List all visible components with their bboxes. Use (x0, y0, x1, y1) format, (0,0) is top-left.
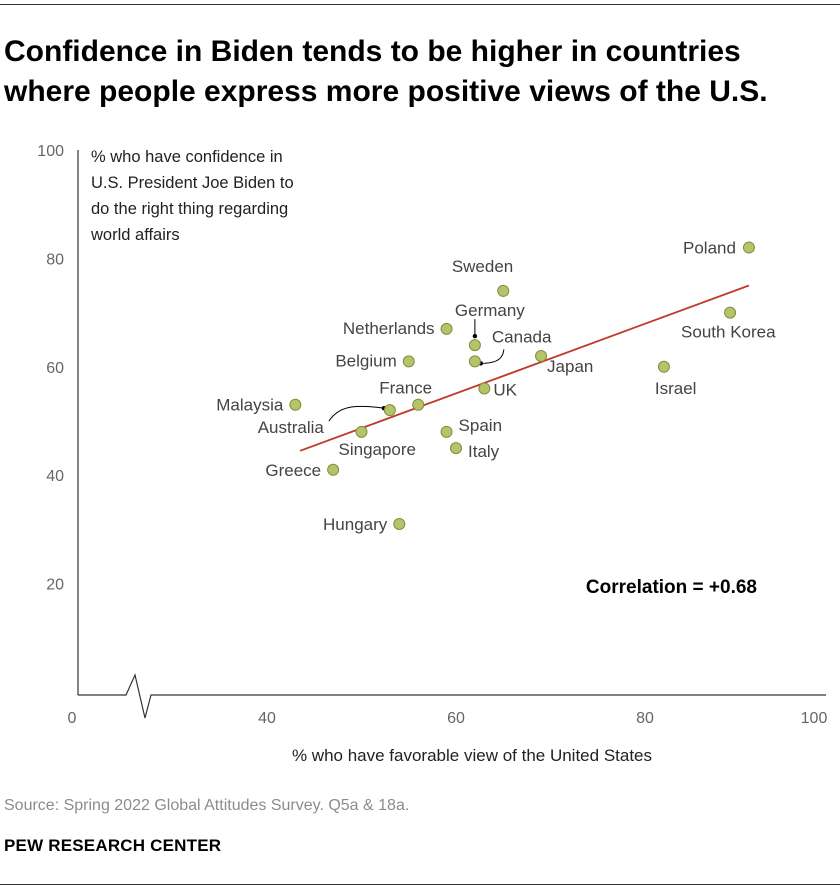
y-tick-label: 100 (37, 143, 64, 160)
canada-leader-line (480, 349, 505, 364)
y-tick-label: 60 (46, 360, 64, 377)
point-label: Netherlands (343, 319, 435, 338)
x-tick-label: 0 (68, 710, 77, 727)
point-south-korea (724, 306, 737, 319)
point-france (412, 398, 425, 411)
y-tick-label: 40 (46, 468, 64, 485)
point-label: Australia (258, 418, 325, 437)
point-label: UK (493, 380, 517, 399)
point-israel (657, 360, 670, 373)
x-tick-label: 40 (258, 710, 276, 727)
y-axis-label-line: world affairs (90, 226, 180, 244)
point-italy (450, 442, 462, 455)
leader-dot (472, 333, 478, 339)
point-label: Canada (492, 327, 552, 346)
point-label: Spain (459, 416, 502, 435)
top-rule (0, 4, 840, 5)
point-label: Belgium (335, 351, 396, 370)
data-points (289, 241, 755, 530)
point-label: Israel (655, 379, 697, 398)
y-tick-label: 80 (46, 251, 64, 268)
point-label: Hungary (323, 515, 388, 534)
point-label: Poland (683, 239, 736, 258)
point-labels: Poland Sweden South Korea Netherlands German… (216, 239, 776, 534)
point-label: Germany (455, 301, 525, 320)
y-tick-label: 20 (46, 577, 64, 594)
point-greece (327, 463, 340, 476)
point-label: Italy (468, 442, 500, 461)
trend-line (299, 284, 750, 452)
y-axis-label-line: % who have confidence in (91, 148, 283, 166)
y-axis-label: % who have confidence in U.S. President J… (90, 148, 294, 244)
point-label: South Korea (681, 323, 776, 342)
point-sweden (497, 284, 510, 297)
chart-title: Confidence in Biden tends to be higher i… (4, 35, 768, 108)
australia-leader-line (328, 405, 384, 422)
point-malaysia (289, 398, 302, 411)
point-label: Greece (265, 461, 321, 480)
point-poland (742, 241, 755, 254)
x-axis-line-with-break (78, 673, 826, 719)
point-belgium (402, 355, 415, 368)
point-singapore (355, 425, 368, 438)
x-axis-label: % who have favorable view of the United … (292, 746, 652, 765)
point-label: Singapore (339, 440, 417, 459)
brand-logo-text: PEW RESEARCH CENTER (4, 836, 222, 855)
y-axis-label-line: do the right thing regarding (91, 200, 288, 218)
x-tick-label: 60 (447, 710, 465, 727)
trend-line-group (299, 284, 750, 452)
correlation-label: Correlation = +0.68 (586, 577, 757, 598)
point-netherlands (440, 322, 453, 335)
point-germany (468, 339, 481, 352)
y-axis-label-line: U.S. President Joe Biden to (91, 174, 294, 192)
point-spain (440, 425, 453, 438)
point-label: France (379, 379, 432, 398)
point-label: Japan (547, 357, 593, 376)
point-uk (478, 382, 491, 395)
point-label: Sweden (452, 257, 513, 276)
x-tick-label: 100 (801, 710, 828, 727)
point-australia (383, 404, 396, 417)
source-note: Source: Spring 2022 Global Attitudes Sur… (4, 797, 410, 814)
bottom-rule (0, 884, 840, 885)
point-japan (535, 349, 548, 362)
axes: 0 40 60 80 100 20 40 60 80 100 (37, 143, 827, 727)
point-hungary (393, 517, 406, 530)
point-canada (468, 355, 481, 368)
point-label: Malaysia (216, 396, 284, 415)
x-tick-label: 80 (636, 710, 654, 727)
